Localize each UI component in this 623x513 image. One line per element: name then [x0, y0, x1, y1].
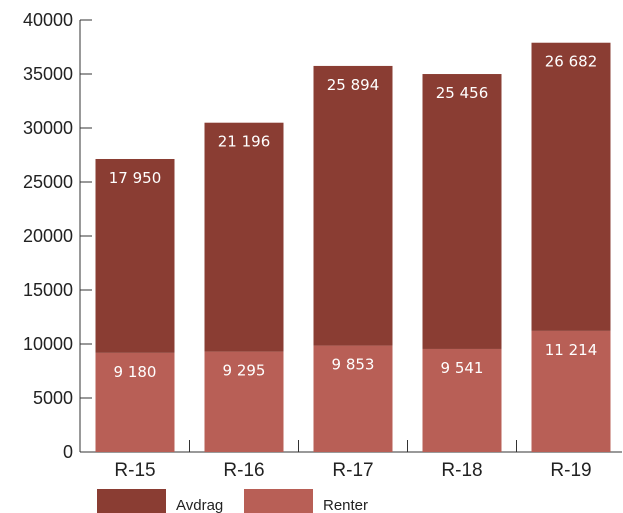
y-tick-label: 25000 — [23, 172, 73, 192]
data-label-avdrag: 25 894 — [327, 76, 380, 94]
y-tick-label: 5000 — [33, 388, 73, 408]
data-label-renter: 9 541 — [441, 359, 484, 377]
legend-swatch-renter — [244, 489, 313, 513]
chart-bars — [95, 42, 611, 452]
bar-avdrag-r-15 — [95, 158, 175, 353]
x-category-label: R-15 — [114, 460, 155, 481]
chart-axes: 0 5000 10000 15000 20000 25000 30000 35000 40000 — [23, 10, 622, 462]
y-tick-label: 30000 — [23, 118, 73, 138]
x-category-label: R-16 — [223, 460, 264, 481]
bar-avdrag-r-17 — [313, 65, 393, 346]
x-category-label: R-18 — [441, 460, 482, 481]
bar-renter-r-18 — [422, 348, 502, 452]
bar-avdrag-r-18 — [422, 74, 502, 349]
bar-renter-r-16 — [204, 351, 284, 452]
data-label-avdrag: 25 456 — [436, 84, 489, 102]
legend-label-avdrag: Avdrag — [176, 497, 223, 513]
data-label-renter: 9 295 — [223, 362, 266, 380]
bar-renter-r-15 — [95, 352, 175, 452]
bar-renter-r-19 — [531, 330, 611, 452]
data-label-renter: 9 180 — [114, 363, 157, 381]
data-label-avdrag: 26 682 — [545, 53, 598, 71]
y-tick-label: 35000 — [23, 64, 73, 84]
x-category-label: R-17 — [332, 460, 373, 481]
bar-renter-r-17 — [313, 345, 393, 452]
legend-swatch-avdrag — [97, 489, 166, 513]
data-label-renter: 11 214 — [545, 341, 598, 359]
chart-labels: 9 180 17 950 R-15 9 295 21 196 R-16 9 853 25 89… — [109, 53, 598, 481]
data-label-avdrag: 17 950 — [109, 169, 162, 187]
chart-legend: Avdrag Renter — [97, 489, 368, 513]
y-tick-label: 0 — [63, 442, 73, 462]
y-tick-label: 20000 — [23, 226, 73, 246]
bar-avdrag-r-19 — [531, 42, 611, 331]
data-label-avdrag: 21 196 — [218, 133, 271, 151]
bar-avdrag-r-16 — [204, 122, 284, 352]
x-category-label: R-19 — [550, 460, 591, 481]
data-label-renter: 9 853 — [332, 356, 375, 374]
y-tick-label: 40000 — [23, 10, 73, 30]
y-tick-label: 10000 — [23, 334, 73, 354]
legend-label-renter: Renter — [323, 497, 368, 513]
y-tick-label: 15000 — [23, 280, 73, 300]
